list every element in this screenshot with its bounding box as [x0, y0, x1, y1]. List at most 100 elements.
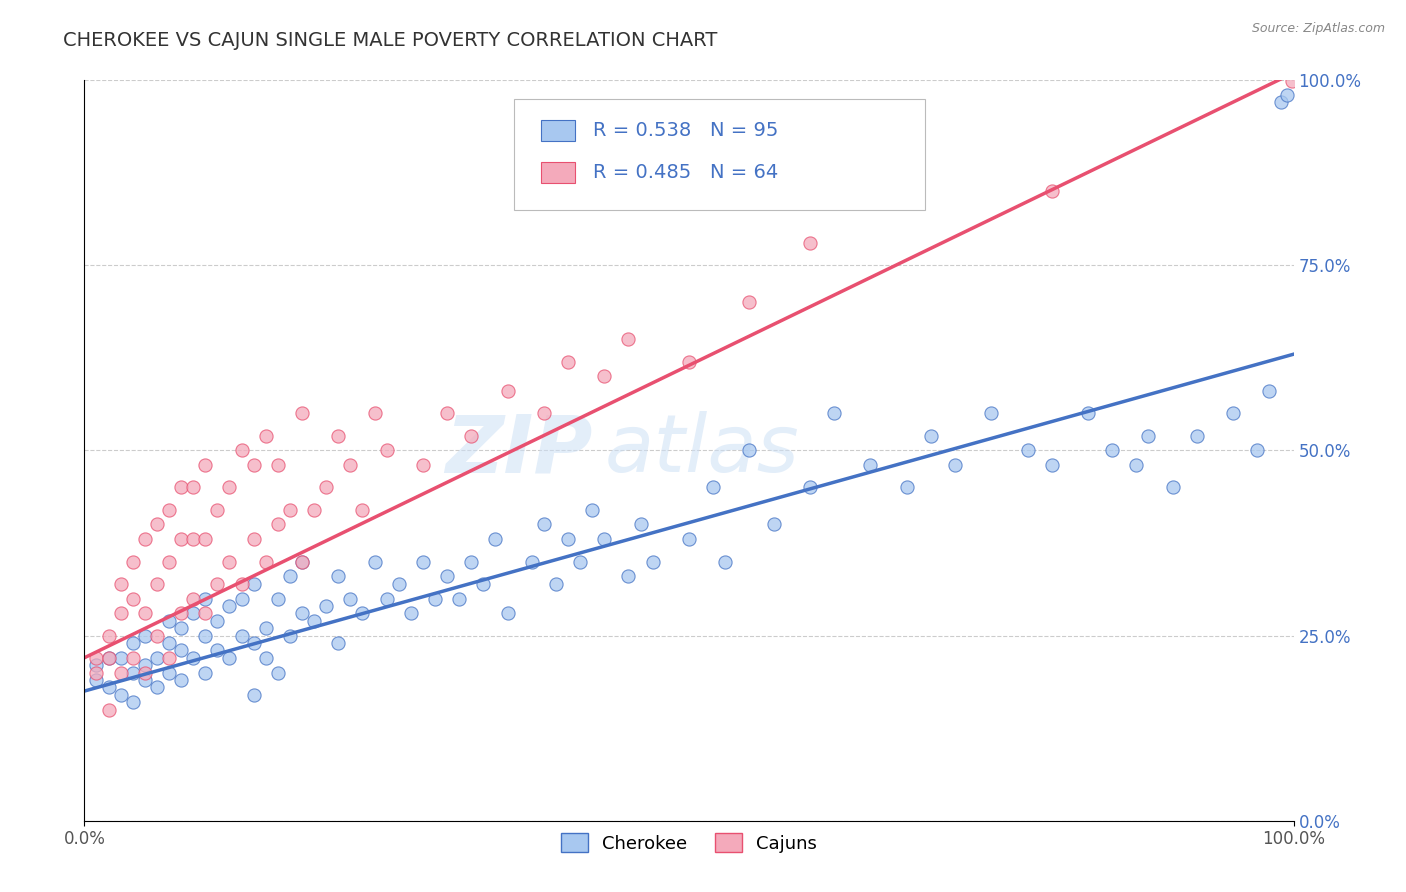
- Point: [110, 607, 132, 621]
- Point: [267, 517, 290, 532]
- Point: [484, 533, 506, 547]
- Point: [181, 480, 204, 494]
- Point: [496, 384, 519, 399]
- Point: [157, 665, 180, 680]
- Point: [291, 555, 314, 569]
- Point: [181, 650, 204, 665]
- Point: [859, 458, 882, 473]
- Point: [738, 443, 761, 458]
- Point: [1185, 428, 1208, 442]
- Point: [86, 665, 108, 680]
- Point: [254, 428, 277, 442]
- Point: [328, 428, 350, 442]
- Point: [134, 607, 156, 621]
- Point: [86, 673, 108, 687]
- Point: [399, 607, 422, 621]
- Point: [157, 555, 180, 569]
- Point: [557, 354, 579, 368]
- Point: [291, 555, 314, 569]
- Point: [823, 407, 845, 421]
- Point: [1017, 443, 1039, 458]
- Point: [436, 569, 458, 583]
- Point: [943, 458, 966, 473]
- Point: [146, 650, 169, 665]
- Point: [1161, 480, 1184, 494]
- Point: [896, 480, 918, 494]
- Point: [1077, 407, 1099, 421]
- Text: R = 0.538   N = 95: R = 0.538 N = 95: [593, 121, 779, 140]
- Point: [460, 555, 482, 569]
- Point: [121, 665, 143, 680]
- Point: [1040, 184, 1063, 198]
- Point: [520, 555, 543, 569]
- Point: [157, 502, 180, 516]
- Point: [460, 428, 482, 442]
- Point: [302, 614, 325, 628]
- Point: [194, 591, 217, 606]
- Point: [641, 555, 664, 569]
- Point: [1246, 443, 1268, 458]
- Text: atlas: atlas: [605, 411, 799, 490]
- Point: [134, 665, 156, 680]
- Point: [242, 636, 264, 650]
- Point: [146, 681, 169, 695]
- Point: [97, 681, 120, 695]
- Point: [231, 628, 253, 642]
- Point: [134, 533, 156, 547]
- Point: [170, 480, 193, 494]
- Point: [97, 650, 120, 665]
- Point: [593, 533, 616, 547]
- Point: [194, 458, 217, 473]
- Point: [1040, 458, 1063, 473]
- Point: [194, 628, 217, 642]
- Point: [110, 688, 132, 702]
- Point: [207, 502, 229, 516]
- Point: [678, 533, 700, 547]
- Point: [375, 591, 398, 606]
- Point: [328, 569, 350, 583]
- Point: [278, 502, 301, 516]
- Point: [157, 650, 180, 665]
- Point: [242, 688, 264, 702]
- Point: [702, 480, 724, 494]
- Point: [799, 480, 821, 494]
- Point: [218, 480, 240, 494]
- Point: [581, 502, 603, 516]
- Point: [181, 533, 204, 547]
- Point: [170, 673, 193, 687]
- Point: [267, 591, 290, 606]
- Point: [472, 576, 495, 591]
- Point: [218, 650, 240, 665]
- Point: [920, 428, 942, 442]
- Point: [134, 673, 156, 687]
- Point: [110, 576, 132, 591]
- Point: [194, 533, 217, 547]
- Point: [97, 703, 120, 717]
- Point: [1281, 74, 1303, 88]
- Point: [436, 407, 458, 421]
- Point: [146, 628, 169, 642]
- Point: [533, 407, 555, 421]
- Point: [146, 517, 169, 532]
- Text: ZIP: ZIP: [444, 411, 592, 490]
- Point: [1222, 407, 1244, 421]
- Point: [110, 665, 132, 680]
- Point: [302, 502, 325, 516]
- Point: [738, 295, 761, 310]
- Point: [97, 628, 120, 642]
- Point: [231, 591, 253, 606]
- Point: [121, 650, 143, 665]
- Point: [121, 636, 143, 650]
- Point: [1125, 458, 1147, 473]
- Text: CHEROKEE VS CAJUN SINGLE MALE POVERTY CORRELATION CHART: CHEROKEE VS CAJUN SINGLE MALE POVERTY CO…: [63, 31, 717, 50]
- Point: [315, 480, 337, 494]
- Point: [86, 658, 108, 673]
- Point: [121, 555, 143, 569]
- Point: [134, 628, 156, 642]
- Point: [617, 332, 640, 346]
- Point: [146, 576, 169, 591]
- Point: [569, 555, 592, 569]
- Point: [170, 621, 193, 635]
- Point: [617, 569, 640, 583]
- Point: [1101, 443, 1123, 458]
